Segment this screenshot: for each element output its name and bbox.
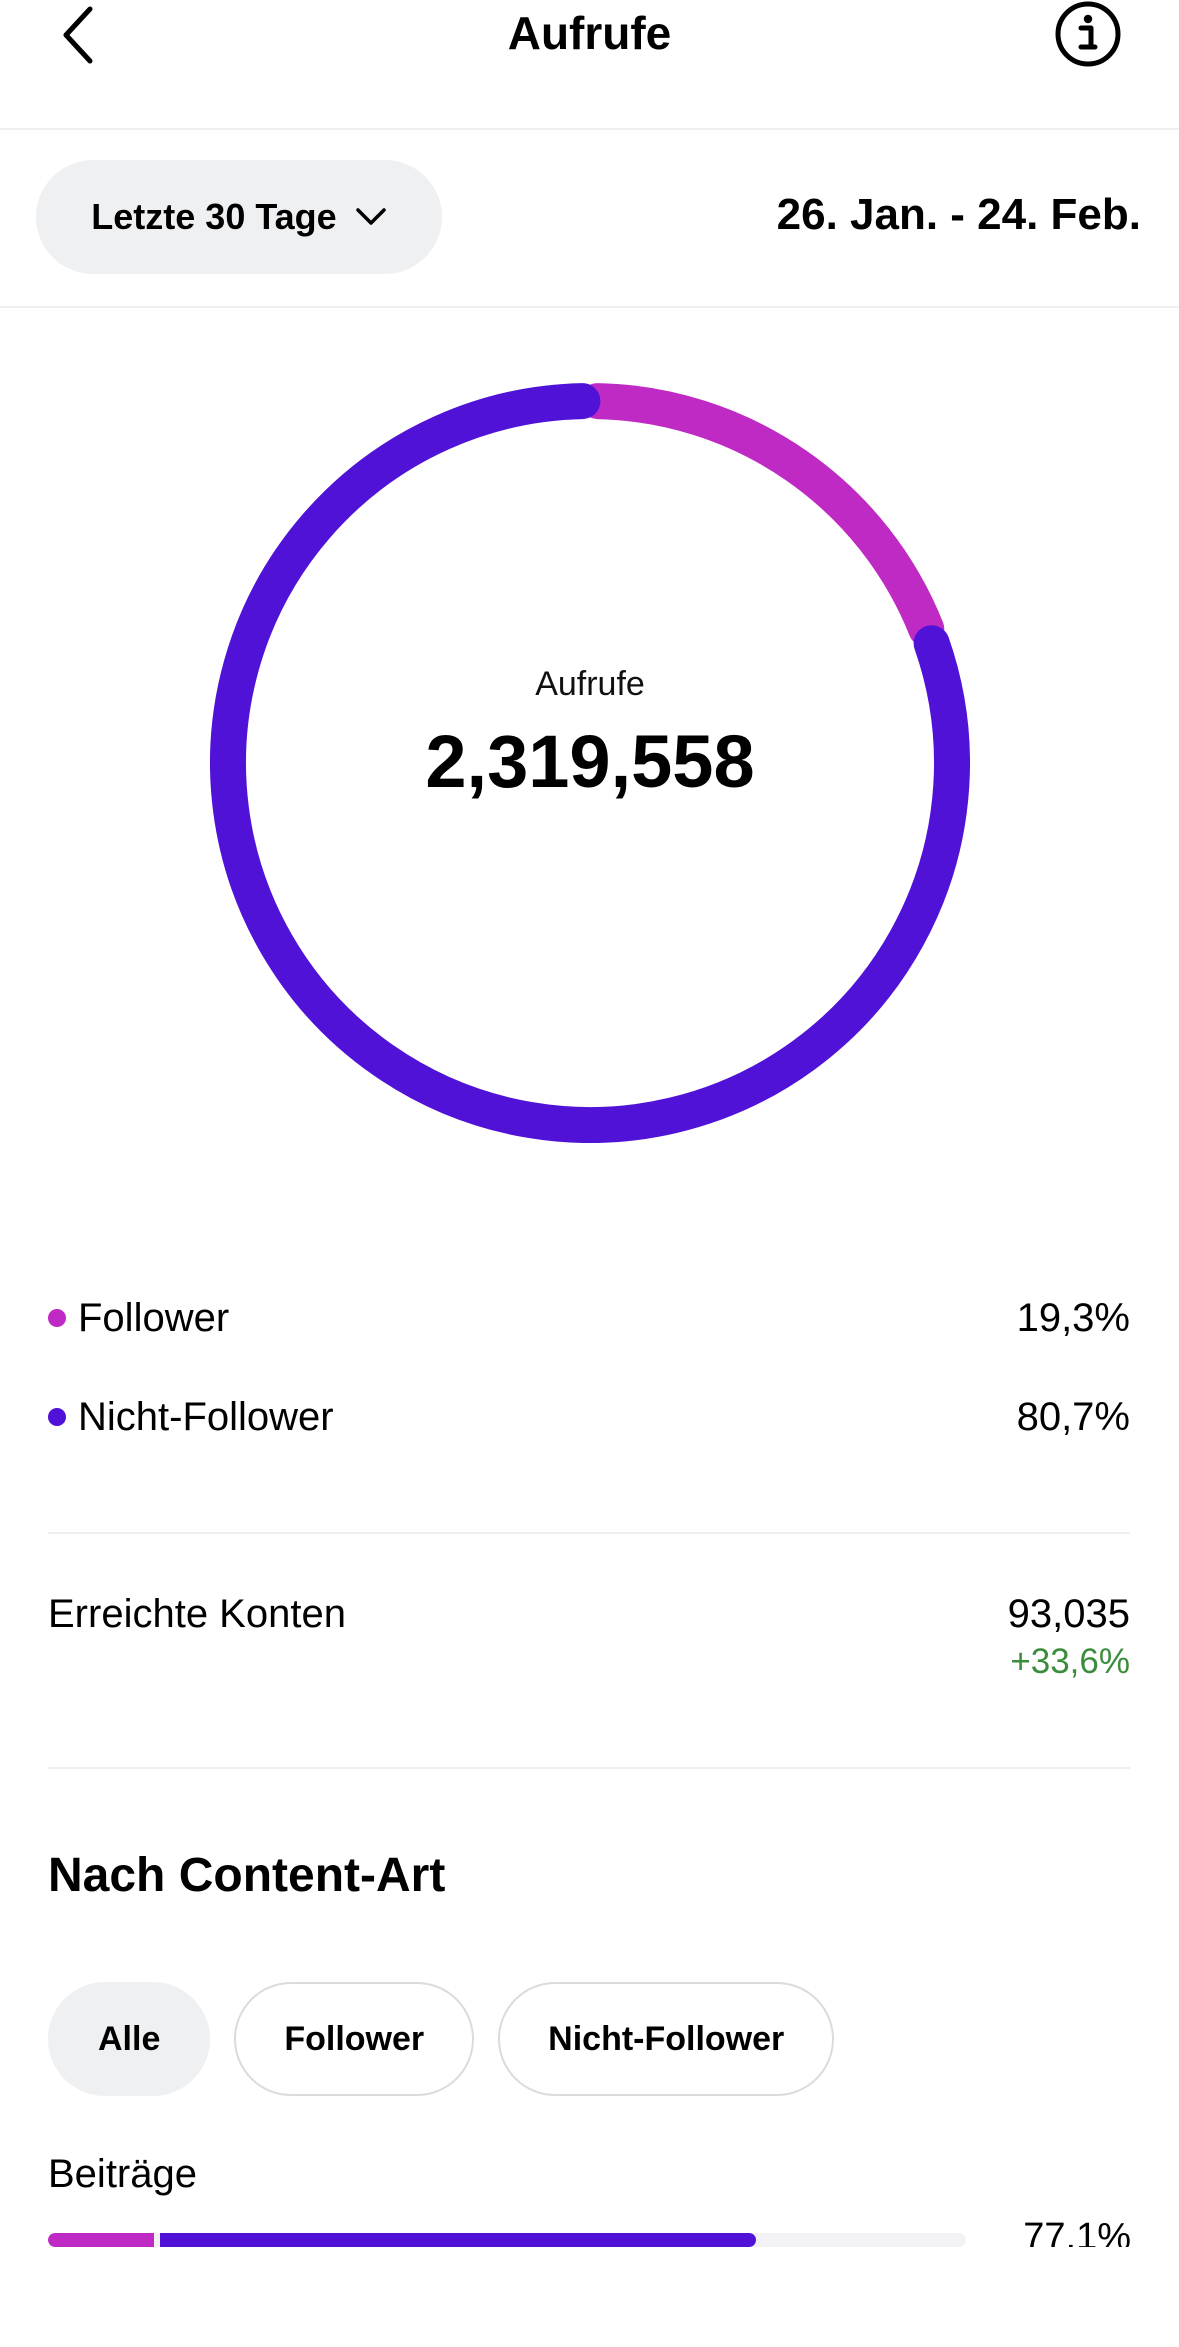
legend-row-follower: Follower 19,3% [48,1288,1130,1348]
page-title: Aufrufe [507,7,672,59]
legend-value: 80,7% [1016,1394,1130,1439]
section-title: Nach Content-Art [48,1849,446,1902]
legend-label: Nicht-Follower [78,1394,334,1439]
filter-bar: Letzte 30 Tage 26. Jan. - 24. Feb. [0,130,1179,308]
legend-dot-nonfollower [48,1408,66,1426]
info-button[interactable] [1054,0,1122,68]
donut-segment-follower [579,383,945,648]
legend-label: Follower [78,1295,230,1340]
date-range-text: 26. Jan. - 24. Feb. [776,190,1141,239]
chevron-left-icon [63,6,93,64]
back-button[interactable] [58,0,118,70]
divider [48,1532,1130,1534]
donut-segment-nicht-follower [210,383,970,1143]
date-range-dropdown[interactable]: Letzte 30 Tage [36,160,442,274]
donut-center-value: 2,319,558 [425,720,755,803]
legend-dot-follower [48,1309,66,1327]
info-icon [1055,1,1121,67]
reached-accounts-value: 93,035 [1007,1592,1130,1636]
content-type-percent: 77,1% [1023,2216,1131,2247]
donut-center-label: Aufrufe [535,665,645,703]
legend-row-nonfollower: Nicht-Follower 80,7% [48,1387,1130,1447]
bar-segment-nonfollower [160,2233,756,2247]
chip-all[interactable]: Alle [48,1982,211,2096]
chip-nonfollower[interactable]: Nicht-Follower [498,1982,835,2096]
reached-accounts-change: +33,6% [1010,1642,1130,1681]
legend-value: 19,3% [1016,1295,1130,1340]
chevron-down-icon [355,208,386,225]
divider [48,1767,1130,1769]
nav-bar: Aufrufe [0,0,1179,130]
views-donut-chart: Aufrufe 2,319,558 [210,383,970,1143]
donut-svg [210,383,970,1143]
content-filter-chips: Alle Follower Nicht-Follower [48,1982,835,2096]
chip-follower[interactable]: Follower [234,1982,475,2096]
bar-segment-follower [48,2233,154,2247]
date-range-dropdown-label: Letzte 30 Tage [91,196,337,237]
content-type-label: Beiträge [48,2152,197,2196]
content-type-bar [48,2233,966,2247]
reached-accounts-label: Erreichte Konten [48,1592,346,1636]
